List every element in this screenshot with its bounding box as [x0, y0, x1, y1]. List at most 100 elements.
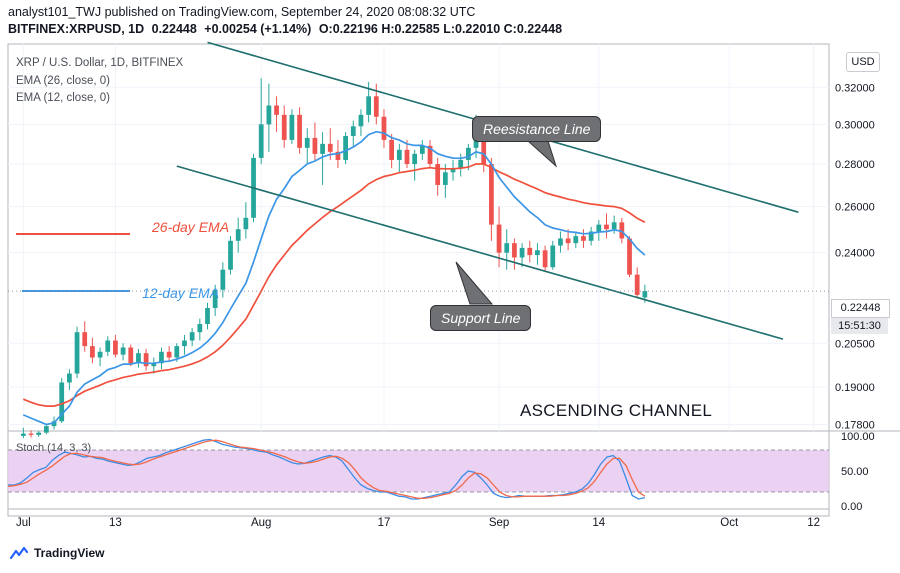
candle-body: [59, 382, 65, 422]
footer-brand-text: TradingView: [34, 546, 105, 560]
ema26-annotation: 26-day EMA: [152, 219, 230, 235]
price-tick-label: 0.32000: [835, 82, 875, 94]
candle-body: [327, 143, 333, 152]
price-tick-label: 0.19000: [835, 382, 875, 394]
candle-body: [228, 240, 233, 270]
price-ticks-group: 0.32000 0.30000 0.28000 0.26000 0.24000 0.205…: [835, 82, 875, 431]
candle-body: [611, 222, 617, 230]
candle-body: [297, 114, 302, 148]
stoch-band-group: [8, 449, 829, 493]
candle-body: [74, 332, 80, 374]
price-tick-label: 0.20500: [835, 338, 875, 350]
candles-group: [20, 78, 648, 439]
candle-body: [412, 153, 418, 165]
candle-body: [366, 96, 372, 115]
candle-body: [320, 143, 325, 154]
symbol-name: BITFINEX:XRPUSD, 1D: [8, 22, 145, 36]
candle-body: [182, 340, 187, 347]
candle-body: [189, 332, 195, 341]
candle-body: [458, 159, 464, 169]
stoch-tick-label: 100.00: [841, 431, 875, 443]
candle-body: [634, 274, 640, 295]
candle-body: [212, 289, 218, 308]
candle-body: [550, 245, 556, 268]
candle-body: [281, 114, 287, 140]
candle-body: [542, 250, 548, 268]
grid-group: [8, 44, 829, 431]
price-tick-label: 0.30000: [835, 119, 875, 131]
candle-body: [596, 224, 602, 232]
candle-body: [358, 114, 364, 127]
candle-body: [465, 147, 471, 160]
candle-body: [67, 373, 72, 383]
candle-body: [481, 126, 487, 165]
legend-title: XRP / U.S. Dollar, 1D, BITFINEX: [16, 57, 184, 69]
candle-body: [289, 114, 295, 140]
candle-body: [519, 247, 525, 258]
time-tick-label: Aug: [251, 517, 271, 529]
candle-body: [619, 222, 625, 239]
candle-body: [151, 363, 157, 367]
candle-body: [166, 351, 172, 358]
candle-body: [504, 243, 510, 253]
candle-body: [20, 433, 26, 436]
time-tick-label: Oct: [720, 517, 739, 529]
price-tick-label: 0.24000: [835, 248, 875, 260]
candle-body: [512, 243, 517, 258]
support-callout-pointer: [455, 261, 494, 305]
candle-body: [419, 145, 425, 154]
candle-body: [205, 307, 210, 324]
candle-body: [174, 346, 180, 358]
candle-body: [404, 149, 410, 165]
candle-body: [350, 126, 356, 136]
candle-body: [435, 164, 441, 185]
candle-body: [389, 139, 395, 160]
candle-body: [565, 238, 571, 244]
footer-brand[interactable]: TradingView: [10, 546, 104, 560]
time-ticks-group: Jul 13 Aug 17 Sep 14 Oct 12: [16, 517, 820, 529]
resistance-callout: Reesistance Line: [472, 116, 602, 142]
time-tick-label: 13: [109, 517, 122, 529]
change-value: +0.00254 (+1.14%): [204, 22, 312, 36]
candle-body: [442, 172, 448, 185]
candle-body: [105, 340, 111, 352]
candle-body: [113, 340, 118, 355]
candle-body: [450, 168, 456, 173]
ema12-line: [22, 130, 646, 426]
support-trendline: [176, 165, 784, 340]
candle-body: [535, 250, 540, 256]
candle-body: [573, 236, 579, 244]
candle-body: [220, 269, 226, 290]
price-tick-label: 0.28000: [835, 159, 875, 171]
candle-body: [266, 105, 272, 125]
candle-body: [43, 426, 49, 433]
candle-body: [143, 353, 149, 367]
candle-body: [304, 137, 310, 148]
tradingview-logo-icon: [10, 546, 28, 560]
candle-body: [243, 217, 249, 230]
candle-body: [274, 105, 279, 115]
last-value: 0.22448: [151, 22, 197, 36]
time-tick-label: Sep: [489, 517, 509, 529]
legend-ema26: EMA (26, close, 0): [16, 75, 110, 87]
candle-body: [36, 432, 42, 435]
ema26-line: [22, 163, 646, 407]
stoch-legend: Stoch (14, 3, 3): [16, 442, 92, 454]
candle-body: [427, 145, 433, 165]
chart-frame: [7, 43, 830, 517]
price-tick-label: 0.26000: [835, 202, 875, 214]
resistance-callout-pointer: [526, 140, 558, 168]
price-tick-label: 0.17800: [835, 420, 875, 432]
ema-group: [22, 130, 646, 426]
candle-body: [343, 135, 348, 160]
candle-body: [588, 231, 594, 241]
candle-body: [527, 247, 533, 256]
bar-countdown: 15:51:30: [831, 318, 888, 334]
candle-body: [489, 164, 494, 225]
stoch-ticks-group: 100.00 50.00 0.00: [841, 431, 875, 513]
candle-body: [97, 351, 103, 358]
candle-body: [90, 346, 95, 358]
ohlc-values: O:0.22196 H:0.22585 L:0.22010 C:0.22448: [318, 22, 563, 36]
currency-button[interactable]: USD: [846, 52, 880, 72]
